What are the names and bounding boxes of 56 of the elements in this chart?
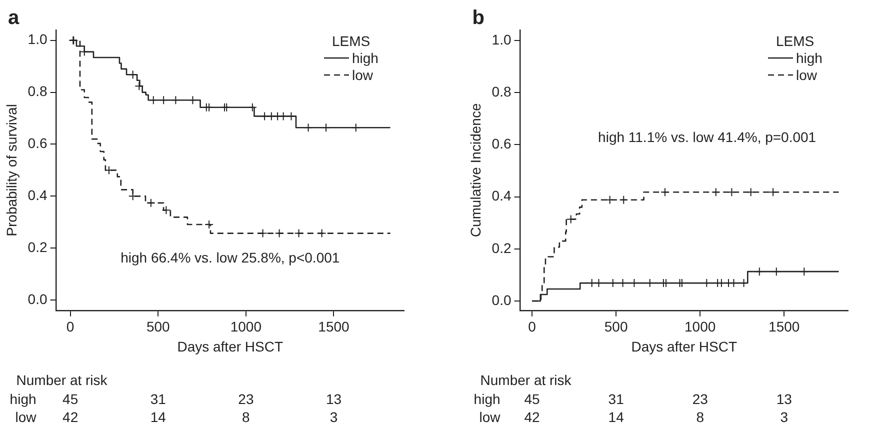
y-tick-label: 0.0 bbox=[28, 290, 48, 307]
text: 8 bbox=[696, 409, 704, 425]
y-tick-label: 1.0 bbox=[28, 31, 48, 48]
text: 42 bbox=[524, 409, 540, 425]
x-tick-label: 1000 bbox=[230, 318, 262, 335]
x-tick-label: 1500 bbox=[318, 318, 350, 335]
text: low bbox=[479, 409, 502, 425]
text: low bbox=[15, 409, 38, 425]
y-tick-label: 0.6 bbox=[28, 135, 48, 152]
y-tick-label: 0.8 bbox=[492, 83, 512, 100]
text: 45 bbox=[524, 391, 540, 407]
x-tick-label: 500 bbox=[146, 318, 170, 335]
text: 13 bbox=[776, 391, 792, 407]
legend-title: LEMS bbox=[332, 33, 370, 49]
x-axis-title: Days after HSCT bbox=[177, 338, 284, 354]
chart-title: b bbox=[472, 7, 484, 29]
text: 23 bbox=[238, 391, 254, 407]
y-axis-title: Probability of survival bbox=[3, 104, 20, 236]
text: Number at risk bbox=[16, 372, 108, 388]
y-tick-label: 0.0 bbox=[492, 292, 512, 308]
annotation: high 11.1% vs. low 41.4%, p=0.001 bbox=[598, 129, 816, 146]
y-tick-label: 0.2 bbox=[492, 240, 512, 256]
legend-title: LEMS bbox=[776, 33, 814, 49]
x-tick-label: 0 bbox=[66, 318, 74, 335]
x-axis-title: Days after HSCT bbox=[631, 338, 738, 354]
text: 42 bbox=[62, 409, 78, 425]
text: 14 bbox=[150, 409, 166, 425]
text: 31 bbox=[608, 391, 624, 407]
text: 3 bbox=[330, 409, 338, 425]
text: 13 bbox=[326, 391, 342, 407]
x-tick-label: 500 bbox=[604, 318, 628, 335]
chart-title: a bbox=[8, 7, 20, 29]
y-tick-label: 1.0 bbox=[492, 31, 512, 48]
x-tick-label: 0 bbox=[528, 318, 536, 335]
legend-label: high bbox=[352, 50, 378, 66]
y-tick-label: 0.8 bbox=[28, 83, 48, 100]
y-tick-label: 0.4 bbox=[28, 187, 48, 204]
text: 45 bbox=[62, 391, 78, 407]
text: high bbox=[10, 391, 36, 407]
text: 8 bbox=[242, 409, 250, 425]
y-tick-label: 0.2 bbox=[28, 238, 48, 255]
text: high bbox=[474, 391, 500, 407]
text: 31 bbox=[150, 391, 166, 407]
text: Number at risk bbox=[480, 372, 572, 388]
x-tick-label: 1000 bbox=[684, 318, 716, 335]
legend-label: low bbox=[796, 67, 818, 83]
y-tick-label: 0.6 bbox=[492, 136, 512, 152]
text: 14 bbox=[608, 409, 624, 425]
x-tick-label: 1500 bbox=[768, 318, 800, 335]
y-tick-label: 0.4 bbox=[492, 188, 512, 204]
legend-label: high bbox=[796, 50, 822, 66]
y-axis-title: Cumulative Incidence bbox=[467, 103, 484, 238]
annotation: high 66.4% vs. low 25.8%, p<0.001 bbox=[120, 250, 340, 266]
text: 23 bbox=[692, 391, 708, 407]
text: 3 bbox=[780, 409, 788, 425]
legend-label: low bbox=[352, 67, 374, 83]
